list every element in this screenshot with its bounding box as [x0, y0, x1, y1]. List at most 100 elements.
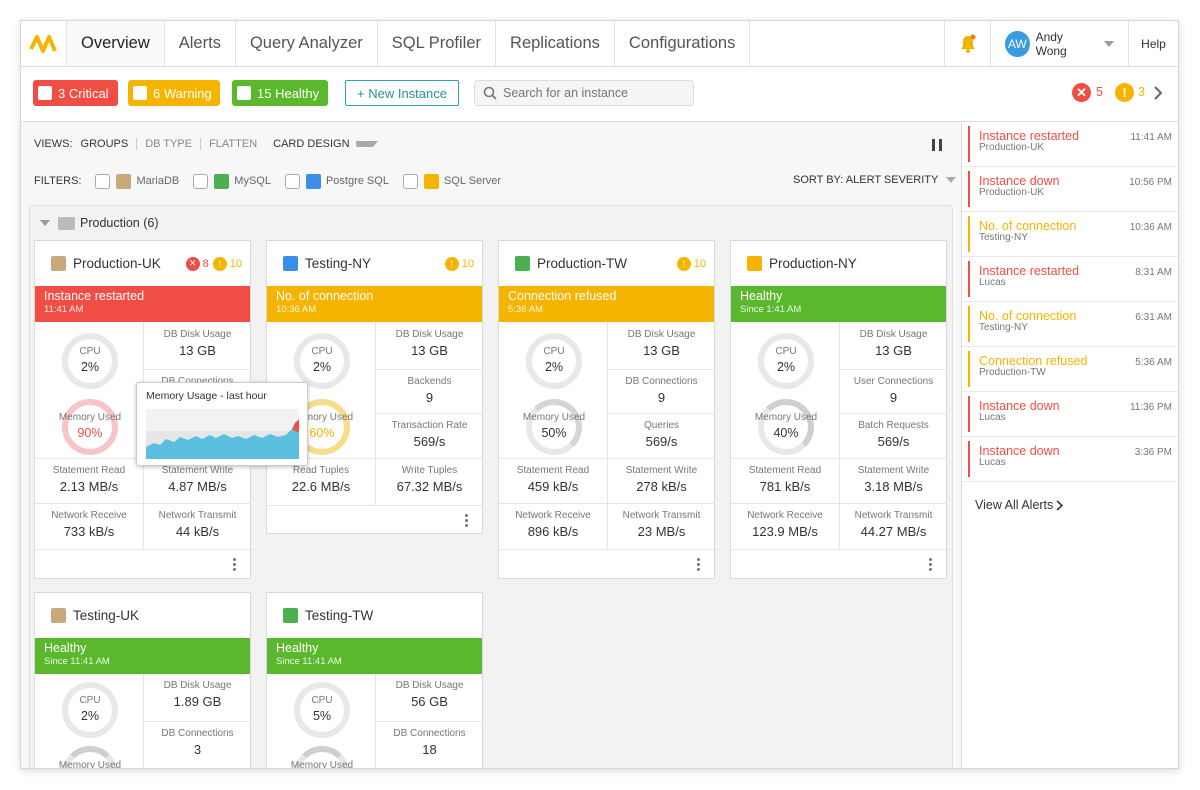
logo-icon[interactable] — [21, 21, 67, 66]
metric-value: 781 kB/s — [759, 479, 811, 494]
instance-card[interactable]: Testing-UK Healthy Since 11:41 AM CPU 2% … — [34, 592, 251, 768]
nav-right: AW Andy Wong Help — [944, 21, 1178, 66]
new-instance-button[interactable]: + New Instance — [345, 80, 459, 106]
alert-source: Production-UK — [979, 142, 1045, 153]
checkbox[interactable] — [38, 86, 52, 100]
warning-count: 10 — [693, 257, 706, 270]
more-options-icon[interactable] — [233, 558, 236, 573]
status-band: Connection refused 5:36 AM — [499, 286, 714, 322]
warning-badge-icon: ! — [444, 256, 459, 271]
alert-item[interactable]: No. of connection Testing-NY 10:36 AM — [962, 212, 1178, 257]
metric-label: Network Receive — [747, 510, 823, 521]
statement-read-metric: Statement Read 2.13 MB/s — [35, 458, 143, 503]
alert-item[interactable]: Instance down Production-UK 10:56 PM — [962, 167, 1178, 212]
network-receive-metric: Network Receive 123.9 MB/s — [731, 503, 839, 549]
instance-card[interactable]: Testing-TW Healthy Since 11:41 AM CPU 5% … — [266, 592, 483, 768]
view-flatten[interactable]: FLATTEN — [200, 138, 265, 150]
status-band: No. of connection 10:36 AM — [267, 286, 482, 322]
metric-value: 2.13 MB/s — [59, 479, 119, 494]
sort-dropdown[interactable]: SORT BY: ALERT SEVERITY — [793, 174, 957, 186]
sqlserver-icon — [747, 256, 762, 271]
view-all-alerts-link[interactable]: View All Alerts — [975, 498, 1064, 512]
checkbox[interactable] — [133, 86, 147, 100]
alert-item[interactable]: Instance down Lucas 3:36 PM — [962, 437, 1178, 482]
filter-mysql-checkbox[interactable] — [193, 173, 209, 189]
view-dbtype[interactable]: DB TYPE — [136, 138, 200, 150]
tab-query-analyzer[interactable]: Query Analyzer — [236, 21, 378, 66]
warning-count-icon[interactable]: ! — [1115, 83, 1134, 102]
search-input[interactable] — [503, 86, 683, 100]
metric-label: Network Transmit — [854, 510, 933, 521]
sqlserver-icon — [423, 173, 439, 189]
folder-icon — [58, 216, 75, 230]
alert-time: 5:36 AM — [1135, 357, 1172, 368]
view-groups[interactable]: GROUPS — [80, 138, 129, 150]
instance-card[interactable]: Production-NY Healthy Since 1:41 AM CPU 2… — [730, 240, 947, 579]
group-title: Production (6) — [80, 216, 159, 230]
app-window: Overview Alerts Query Analyzer SQL Profi… — [20, 20, 1179, 769]
critical-count: 8 — [202, 257, 209, 270]
status-band: Healthy Since 11:41 AM — [267, 638, 482, 674]
filter-postgres-checkbox[interactable] — [284, 173, 300, 189]
filter-mariadb-checkbox[interactable] — [95, 173, 111, 189]
alert-item[interactable]: Instance down Lucas 11:36 PM — [962, 392, 1178, 437]
postgres-icon — [283, 256, 298, 271]
memory-gauge — [758, 399, 814, 455]
metric-value: 44 kB/s — [175, 524, 220, 539]
statement-write-metric: Statement Write 278 kB/s — [607, 458, 715, 503]
filter-critical-button[interactable]: 3 Critical — [33, 80, 118, 106]
pause-icon[interactable] — [932, 139, 942, 151]
user-name: Andy Wong — [1035, 29, 1067, 58]
tab-sql-profiler[interactable]: SQL Profiler — [378, 21, 497, 66]
alert-severity-bar — [968, 441, 970, 477]
alert-time: 3:36 PM — [1134, 447, 1172, 458]
alerts-list: Instance restarted Production-UK 11:41 AM … — [962, 122, 1178, 482]
cpu-gauge — [62, 682, 118, 738]
network-transmit-metric: Network Transmit 44.27 MB/s — [839, 503, 947, 549]
more-options-icon[interactable] — [465, 514, 468, 529]
warning-badge-icon: ! — [212, 256, 227, 271]
memory-value: 40% — [773, 426, 799, 440]
card-design-dropdown[interactable]: CARD DESIGN — [265, 138, 385, 150]
more-options-icon[interactable] — [697, 558, 700, 573]
alert-item[interactable]: Instance restarted Lucas 8:31 AM — [962, 257, 1178, 302]
search-box[interactable] — [474, 80, 694, 106]
memory-sparkline — [146, 409, 299, 459]
metric-value: 9 — [425, 390, 434, 405]
alert-source: Production-UK — [979, 187, 1045, 198]
chevron-right-icon[interactable] — [1153, 86, 1163, 100]
views-bar: VIEWS: GROUPS DB TYPE FLATTEN CARD DESIG… — [34, 136, 386, 152]
metric-value: 56 GB — [411, 694, 448, 709]
status-text: Healthy — [276, 641, 319, 655]
cpu-value: 5% — [312, 709, 332, 723]
alert-time: 8:31 AM — [1135, 267, 1172, 278]
alert-severity-bar — [968, 126, 970, 162]
alert-item[interactable]: No. of connection Testing-NY 6:31 AM — [962, 302, 1178, 347]
group-header[interactable]: Production (6) — [40, 216, 159, 230]
tab-overview[interactable]: Overview — [67, 21, 165, 66]
filter-sqlserver-checkbox[interactable] — [402, 173, 418, 189]
user-menu[interactable]: AW Andy Wong — [990, 21, 1128, 66]
checkbox[interactable] — [237, 86, 251, 100]
warning-badge-icon: ! — [676, 256, 691, 271]
alert-item[interactable]: Connection refused Production-TW 5:36 AM — [962, 347, 1178, 392]
help-link[interactable]: Help — [1128, 21, 1178, 66]
metric-label: Write Tuples — [401, 465, 458, 476]
alert-title: Instance restarted — [979, 129, 1080, 143]
more-options-icon[interactable] — [929, 558, 932, 573]
status-time: Since 11:41 AM — [276, 656, 342, 667]
backends-metric: Backends 9 — [375, 369, 483, 413]
tab-alerts[interactable]: Alerts — [165, 21, 236, 66]
cpu-value: 2% — [80, 709, 100, 723]
critical-count-icon[interactable]: ✕ — [1072, 83, 1091, 102]
notification-bell-icon[interactable] — [944, 21, 990, 66]
filter-warning-button[interactable]: 6 Warning — [128, 80, 220, 106]
filter-healthy-button[interactable]: 15 Healthy — [232, 80, 328, 106]
alert-item[interactable]: Instance restarted Production-UK 11:41 AM — [962, 122, 1178, 167]
instance-card[interactable]: Production-TW ! 10 Connection refused 5:36… — [498, 240, 715, 579]
critical-count: 5 — [1096, 85, 1103, 99]
toolbar: 3 Critical 6 Warning 15 Healthy + New In… — [21, 67, 1178, 122]
tab-configurations[interactable]: Configurations — [615, 21, 751, 66]
tab-replications[interactable]: Replications — [496, 21, 615, 66]
memory-label: Memory Used — [754, 412, 818, 423]
